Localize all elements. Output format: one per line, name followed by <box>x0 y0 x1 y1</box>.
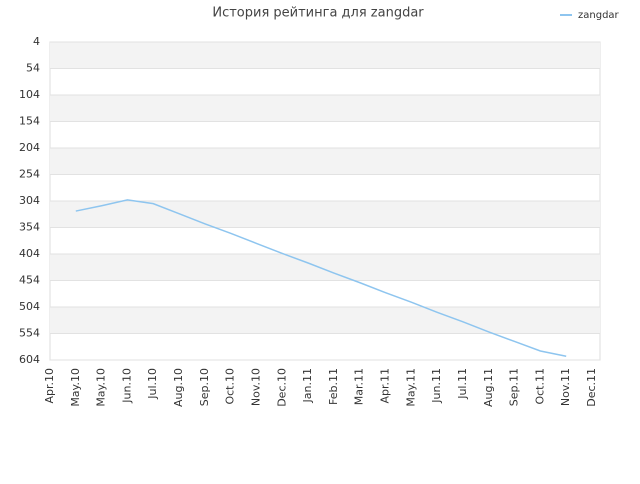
x-tick-label: Jul.11 <box>456 368 469 400</box>
y-tick-label: 4 <box>33 35 40 48</box>
x-tick-label: Mar.11 <box>353 368 366 405</box>
y-tick-label: 104 <box>19 88 40 101</box>
line <box>75 199 567 358</box>
x-tick-label: Aug.10 <box>172 368 185 407</box>
y-tick-label: 254 <box>19 168 40 181</box>
y-tick-label: 354 <box>19 221 40 234</box>
x-tick-label: Jul.10 <box>146 368 159 400</box>
y-tick-label: 604 <box>19 353 40 366</box>
x-tick-label: Feb.11 <box>327 368 340 405</box>
x-tick-label: Oct.10 <box>224 368 237 405</box>
y-tick-label: 404 <box>19 247 40 260</box>
x-tick-label: Aug.11 <box>482 368 495 407</box>
x-tick-label: Sep.10 <box>198 368 211 406</box>
x-tick-label: Dec.11 <box>585 368 598 407</box>
x-tick-label: Nov.11 <box>559 368 572 406</box>
grid-band <box>50 201 600 228</box>
y-tick-label: 154 <box>19 115 40 128</box>
grid-band <box>50 95 600 122</box>
chart-title: История рейтинга для zangdar <box>212 6 424 21</box>
x-tick-label: May.11 <box>404 368 417 407</box>
x-tick-label: Apr.10 <box>43 368 56 404</box>
y-tick-label: 304 <box>19 194 40 207</box>
y-tick-label: 54 <box>26 62 40 75</box>
y-tick-label: 504 <box>19 300 40 313</box>
x-tick-label: Nov.10 <box>249 368 262 406</box>
x-tick-label: Oct.11 <box>533 368 546 405</box>
y-tick-label: 204 <box>19 141 40 154</box>
x-tick-label: Dec.10 <box>275 368 288 407</box>
x-tick-label: Apr.11 <box>379 368 392 404</box>
x-tick-label: Sep.11 <box>508 368 521 406</box>
grid-band <box>50 148 600 175</box>
x-tick-label: Jun.10 <box>120 368 133 404</box>
grid-band <box>50 42 600 69</box>
x-tick-label: Jun.11 <box>430 368 443 404</box>
x-tick-label: May.10 <box>69 368 82 407</box>
y-tick-label: 554 <box>19 327 40 340</box>
x-tick-label: May.10 <box>95 368 108 407</box>
grid-band <box>50 307 600 334</box>
x-tick-label: Jan.11 <box>301 368 314 403</box>
grid-band <box>50 254 600 281</box>
legend-label: zangdar <box>578 10 620 21</box>
y-tick-label: 454 <box>19 274 40 287</box>
